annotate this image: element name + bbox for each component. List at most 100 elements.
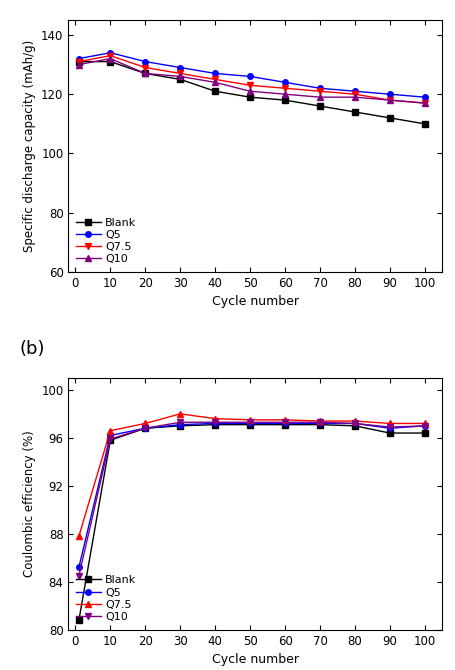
Q10 <box>212 78 217 86</box>
Q7.5 <box>107 427 113 435</box>
X-axis label: Cycle number: Cycle number <box>212 295 298 308</box>
Q5 <box>247 419 253 427</box>
Q5 <box>247 72 253 80</box>
Blank <box>247 93 253 101</box>
Legend: Blank, Q5, Q7.5, Q10: Blank, Q5, Q7.5, Q10 <box>74 215 138 267</box>
Blank <box>282 421 287 429</box>
X-axis label: Cycle number: Cycle number <box>212 653 298 666</box>
Q7.5 <box>351 90 357 98</box>
Q10 <box>317 418 322 426</box>
Blank <box>282 96 287 104</box>
Q5 <box>386 424 392 432</box>
Line: Q5: Q5 <box>76 421 427 570</box>
Q10 <box>177 72 182 80</box>
Q7.5 <box>76 58 81 66</box>
Blank <box>76 616 81 624</box>
Blank <box>351 422 357 430</box>
Blank <box>76 58 81 66</box>
Blank <box>177 422 182 430</box>
Q7.5 <box>212 415 217 423</box>
Q10 <box>386 96 392 104</box>
Line: Q7.5: Q7.5 <box>76 53 427 106</box>
Q7.5 <box>247 81 253 89</box>
Legend: Blank, Q5, Q7.5, Q10: Blank, Q5, Q7.5, Q10 <box>74 573 138 624</box>
Q5 <box>212 419 217 427</box>
Q10 <box>247 418 253 426</box>
Blank <box>142 424 148 432</box>
Line: Blank: Blank <box>76 422 427 623</box>
Q7.5 <box>212 75 217 83</box>
Blank <box>317 102 322 110</box>
Q5 <box>177 64 182 72</box>
Q10 <box>247 87 253 95</box>
Line: Q5: Q5 <box>76 50 427 100</box>
Q5 <box>76 55 81 63</box>
Blank <box>247 421 253 429</box>
Q10 <box>421 99 427 107</box>
Line: Q7.5: Q7.5 <box>76 411 427 539</box>
Q5 <box>351 87 357 95</box>
Q10 <box>76 60 81 68</box>
Q7.5 <box>142 419 148 427</box>
Blank <box>142 70 148 78</box>
Q5 <box>282 78 287 86</box>
Blank <box>212 87 217 95</box>
Line: Q10: Q10 <box>76 56 427 106</box>
Blank <box>421 429 427 437</box>
Q7.5 <box>351 417 357 425</box>
Q7.5 <box>142 64 148 72</box>
Blank <box>177 75 182 83</box>
Q7.5 <box>317 417 322 425</box>
Q7.5 <box>421 419 427 427</box>
Q5 <box>107 431 113 440</box>
Blank <box>351 108 357 116</box>
Q5 <box>317 419 322 427</box>
Blank <box>107 436 113 444</box>
Y-axis label: Specific discharge capacity (mAh/g): Specific discharge capacity (mAh/g) <box>23 40 35 252</box>
Line: Blank: Blank <box>76 59 427 127</box>
Q5 <box>142 424 148 432</box>
Q10 <box>421 422 427 430</box>
Q5 <box>386 90 392 98</box>
Q7.5 <box>76 532 81 540</box>
Q10 <box>351 93 357 101</box>
Q7.5 <box>421 99 427 107</box>
Q10 <box>351 419 357 427</box>
Q7.5 <box>386 96 392 104</box>
Q10 <box>107 55 113 63</box>
Q10 <box>177 418 182 426</box>
Q5 <box>282 419 287 427</box>
Q10 <box>282 90 287 98</box>
Q10 <box>142 70 148 78</box>
Q10 <box>142 424 148 432</box>
Q10 <box>76 572 81 580</box>
Blank <box>212 421 217 429</box>
Blank <box>386 114 392 122</box>
Q10 <box>212 418 217 426</box>
Y-axis label: Coulombic efficiency (%): Coulombic efficiency (%) <box>23 430 35 577</box>
Q5 <box>107 49 113 57</box>
Blank <box>386 429 392 437</box>
Q5 <box>177 421 182 429</box>
Q7.5 <box>282 416 287 424</box>
Q10 <box>282 418 287 426</box>
Q10 <box>386 423 392 431</box>
Q10 <box>107 435 113 443</box>
Q7.5 <box>107 52 113 60</box>
Q7.5 <box>177 410 182 418</box>
Q5 <box>142 58 148 66</box>
Q5 <box>351 419 357 427</box>
Q10 <box>317 93 322 101</box>
Blank <box>317 421 322 429</box>
Q7.5 <box>177 70 182 78</box>
Line: Q10: Q10 <box>76 419 427 579</box>
Text: (b): (b) <box>20 340 45 358</box>
Q5 <box>317 84 322 92</box>
Q5 <box>212 70 217 78</box>
Q7.5 <box>386 419 392 427</box>
Q7.5 <box>282 84 287 92</box>
Q5 <box>421 422 427 430</box>
Q5 <box>76 563 81 572</box>
Blank <box>421 120 427 128</box>
Q7.5 <box>317 87 322 95</box>
